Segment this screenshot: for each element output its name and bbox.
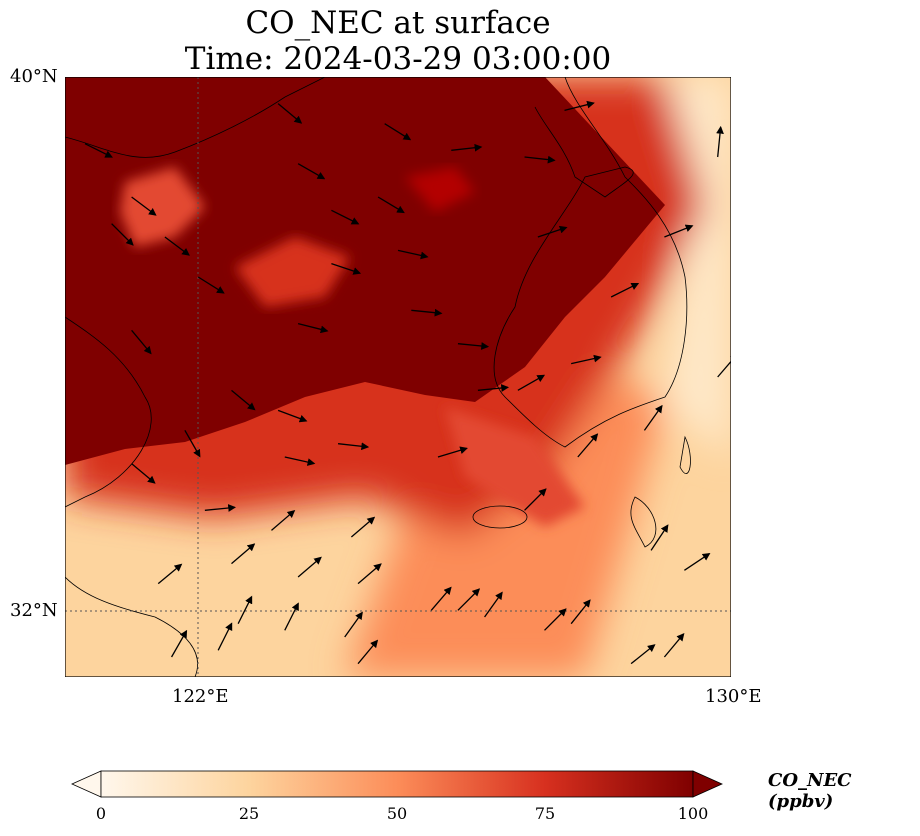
wind-arrow (237, 595, 253, 624)
wind-arrow (430, 586, 452, 611)
lon-tick-122: 122°E (172, 686, 229, 707)
wind-arrow (217, 622, 233, 651)
colorbar-tick-0: 0 (95, 804, 107, 823)
wind-arrow (451, 143, 483, 152)
wind-arrow (157, 563, 183, 585)
wind-arrow (377, 196, 405, 214)
wind-arrow (564, 100, 595, 111)
wind-arrow (337, 442, 370, 451)
wind-arrow (277, 103, 303, 124)
lat-tick-32: 32°N (10, 600, 58, 621)
wind-arrow (231, 389, 256, 411)
wind-arrow (664, 224, 694, 238)
wind-arrow (524, 155, 556, 164)
wind-arrow (577, 433, 599, 458)
wind-arrow (297, 163, 326, 180)
wind-arrow (197, 276, 225, 294)
wind-arrow (384, 123, 412, 141)
wind-arrow (184, 430, 201, 458)
wind-arrow (284, 456, 316, 466)
colorbar-min-extend (71, 770, 102, 798)
wind-arrow (297, 556, 322, 578)
wind-arrow (204, 504, 237, 512)
wind-arrow (357, 563, 382, 585)
wind-arrow (357, 639, 379, 665)
wind-arrow (630, 644, 656, 665)
wind-arrow (170, 629, 188, 658)
wind-arrow (643, 404, 663, 431)
wind-arrow (131, 196, 157, 216)
wind-arrow (457, 342, 490, 350)
concentration-map (65, 77, 731, 677)
wind-arrow (397, 249, 429, 260)
wind-arrow (716, 125, 724, 158)
wind-arrow (457, 588, 481, 611)
wind-arrow (610, 283, 640, 298)
wind-arrow (524, 488, 547, 511)
colorbar-tick-100: 100 (677, 804, 709, 823)
wind-arrow (517, 374, 546, 391)
wind-arrows (84, 100, 731, 665)
coastlines (65, 77, 691, 677)
wind-arrow (297, 323, 329, 334)
colorbar-tick-50: 50 (386, 804, 408, 823)
wind-arrow (571, 354, 602, 365)
colorbar-tick-25: 25 (238, 804, 260, 823)
wind-arrow (650, 524, 669, 551)
colorbar-tick-75: 75 (534, 804, 556, 823)
wind-arrow (84, 143, 113, 158)
wind-arrow (544, 608, 567, 631)
lon-tick-130: 130°E (705, 686, 762, 707)
wind-arrow (111, 223, 134, 246)
high-concentration-region (65, 77, 665, 465)
wind-arrow (331, 209, 360, 225)
wind-arrow (131, 329, 152, 355)
map-time: Time: 2024-03-29 03:00:00 (184, 41, 612, 77)
wind-arrow (164, 236, 190, 256)
colorbar (71, 770, 723, 798)
map-title: CO_NEC at surface (245, 5, 551, 41)
wind-arrow (231, 543, 256, 565)
wind-arrow (411, 308, 443, 317)
wind-arrow (271, 509, 296, 531)
wind-arrow (717, 353, 731, 378)
wind-arrow (484, 591, 503, 618)
wind-arrow (277, 409, 308, 423)
wind-arrow (344, 611, 363, 638)
wind-arrow (477, 384, 510, 392)
wind-arrow (331, 263, 362, 275)
wind-arrow (131, 463, 156, 484)
lat-tick-40: 40°N (10, 66, 58, 87)
colorbar-max-extend (692, 770, 723, 798)
wind-arrow (437, 446, 468, 458)
wind-arrow (537, 225, 568, 238)
wind-arrow (284, 602, 299, 631)
wind-arrow (663, 632, 685, 658)
colorbar-label: CO_NEC (ppbv) (768, 770, 852, 812)
wind-arrow (684, 552, 711, 571)
wind-arrow (350, 516, 376, 538)
jeju-island (472, 505, 528, 529)
wind-arrow (570, 599, 591, 625)
